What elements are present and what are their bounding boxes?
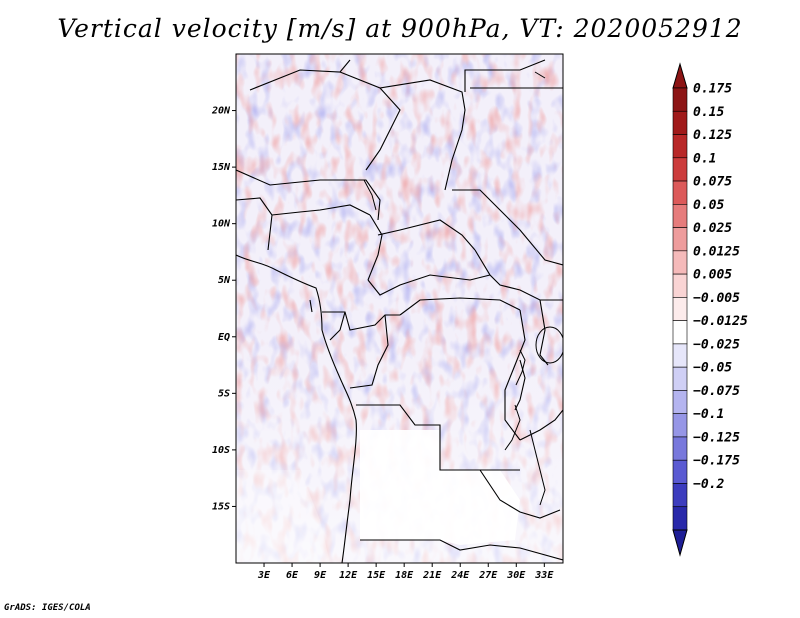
lakes	[363, 71, 563, 506]
lat-tick-label: 20N	[211, 106, 231, 117]
colorbar-label: −0.025	[693, 337, 740, 352]
colorbar-label: −0.075	[693, 384, 740, 399]
colorbar-label: 0.005	[693, 268, 732, 283]
colorbar-segment	[672, 366, 688, 391]
colorbar-segment	[672, 297, 688, 321]
lon-tick-label: 18E	[395, 570, 414, 581]
country-borders	[236, 59, 563, 563]
lon-tick-label: 21E	[422, 570, 442, 581]
lon-tick-label: 33E	[534, 570, 554, 581]
colorbar-label: −0.1	[693, 407, 724, 422]
colorbar-label: 0.0125	[693, 244, 740, 259]
colorbar-label: 0.075	[693, 175, 732, 190]
colorbar-segment	[672, 180, 688, 205]
colorbar-label: −0.05	[693, 361, 732, 376]
map-area	[236, 54, 563, 563]
colorbar-segment	[672, 436, 688, 461]
colorbar-label: −0.125	[693, 430, 740, 445]
latitude-axis: 20N 15N 10N 5N EQ 5S 10S 15S	[211, 106, 236, 512]
colorbar-label: 0.1	[693, 151, 716, 166]
lon-tick-label: 6E	[286, 570, 299, 581]
lat-tick-label: EQ	[218, 332, 230, 343]
colorbar-label: −0.0125	[693, 314, 748, 329]
colorbar-segment	[672, 204, 688, 228]
map-title: Vertical velocity [m/s] at 900hPa, VT: 2…	[57, 14, 743, 43]
colorbar-top-arrow	[672, 62, 688, 89]
longitude-axis: 3E 6E 9E 12E 15E 18E 21E 24E 27E 30E 33E	[257, 563, 554, 581]
lat-tick-label: 15S	[212, 501, 230, 512]
lat-tick-label: 5S	[218, 388, 230, 399]
colorbar-segment	[672, 459, 688, 484]
lat-tick-label: 5N	[218, 275, 231, 286]
colorbar-label: −0.175	[693, 454, 740, 469]
colorbar-label: 0.025	[693, 221, 732, 236]
colorbar-segment	[672, 250, 688, 275]
lon-tick-label: 30E	[506, 570, 526, 581]
colorbar-label: 0.05	[693, 198, 724, 213]
lon-tick-label: 27E	[478, 570, 498, 581]
lat-tick-label: 10N	[212, 219, 231, 230]
lon-tick-label: 12E	[339, 570, 358, 581]
grads-credit: GrADS: IGES/COLA	[4, 603, 91, 613]
colorbar-label: 0.125	[693, 128, 732, 143]
colorbar-segment	[672, 320, 688, 345]
colorbar-segment	[672, 413, 688, 438]
colorbar-segment	[672, 506, 688, 531]
lon-tick-label: 9E	[314, 570, 327, 581]
colorbar: 0.175 0.15 0.125 0.1 0.075 0.05 0.025 0.0125 0.0…	[672, 62, 748, 557]
colorbar-segment	[672, 483, 688, 508]
lat-tick-label: 10S	[212, 445, 230, 456]
colorbar-label: −0.2	[693, 477, 724, 492]
colorbar-segment	[672, 273, 688, 298]
colorbar-bottom-arrow	[672, 529, 688, 557]
colorbar-segment	[672, 134, 688, 159]
map-frame	[235, 53, 564, 564]
colorbar-label: −0.005	[693, 291, 740, 306]
colorbar-segment	[672, 157, 688, 182]
colorbar-segment	[672, 87, 688, 112]
lon-tick-label: 15E	[367, 570, 386, 581]
colorbar-segment	[672, 343, 688, 368]
colorbar-segment	[672, 110, 688, 135]
lat-tick-label: 15N	[212, 162, 231, 173]
lon-tick-label: 24E	[450, 570, 470, 581]
colorbar-label: 0.175	[693, 82, 732, 97]
colorbar-label: 0.15	[693, 105, 724, 120]
lon-tick-label: 3E	[257, 570, 271, 581]
colorbar-segment	[672, 227, 688, 252]
colorbar-segment	[672, 390, 688, 414]
